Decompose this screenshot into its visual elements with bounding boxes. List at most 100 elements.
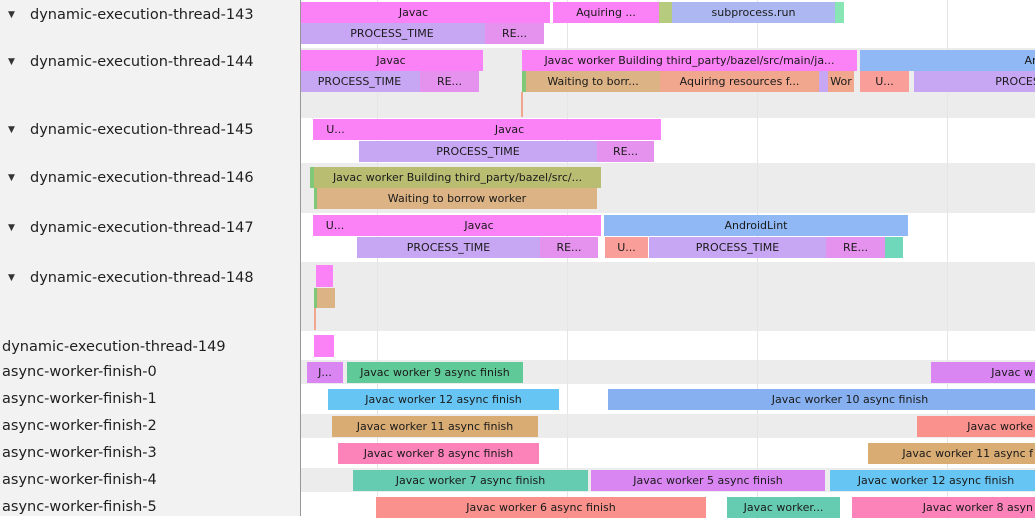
bar-label: Javac w	[991, 366, 1033, 379]
timeline-bar[interactable]: RE...	[597, 141, 654, 162]
track-name-label: async-worker-finish-1	[2, 391, 157, 407]
timeline-bar[interactable]: Javac worker 12 async finish	[328, 389, 559, 410]
track-row[interactable]: async-worker-finish-4	[0, 471, 300, 489]
timeline-bar[interactable]: Javac worker...	[727, 497, 840, 518]
collapse-triangle-icon[interactable]: ▼	[8, 9, 15, 20]
timeline-bar[interactable]	[317, 288, 335, 308]
sidebar-divider[interactable]	[300, 0, 301, 516]
timeline-bar[interactable]: Javac	[357, 215, 601, 236]
timeline-bar[interactable]: U...	[313, 119, 358, 140]
track-row[interactable]: ▼ dynamic-execution-thread-148	[0, 269, 300, 287]
track-row[interactable]: ▼ dynamic-execution-thread-143	[0, 6, 300, 24]
timeline-bar[interactable]: U...	[313, 215, 357, 236]
timeline-bar[interactable]: Javac worker 12 async finish	[830, 470, 1035, 491]
timeline-bar[interactable]: Javac	[358, 119, 661, 140]
track-row[interactable]: ▼ dynamic-execution-thread-147	[0, 219, 300, 237]
timeline-bar[interactable]: Waiting to borr...	[526, 71, 660, 92]
timeline-bar[interactable]: RE...	[540, 237, 598, 258]
bar-label: Javac worke	[967, 420, 1033, 433]
timeline-bar[interactable]: PROCESS_TIME	[359, 141, 597, 162]
timeline-bar[interactable]: Javac worker 8 asyn	[852, 497, 1035, 518]
timeline-bar[interactable]	[314, 335, 334, 357]
track-name-label: dynamic-execution-thread-144	[30, 54, 254, 70]
time-gridline	[947, 0, 948, 519]
track-name-label: async-worker-finish-2	[2, 418, 157, 434]
timeline-bar[interactable]: Javac worker 11 async finish	[332, 416, 538, 437]
timeline-bar[interactable]	[314, 288, 317, 308]
timeline-bar[interactable]	[522, 71, 526, 92]
timeline-bar[interactable]: Aquiring resources f...	[660, 71, 819, 92]
timeline-panel[interactable]: Javac Aquiring ... subprocess.run PROCESS_T…	[301, 0, 1035, 526]
track-name-label: dynamic-execution-thread-149	[2, 339, 226, 355]
timeline-bar[interactable]	[819, 71, 828, 92]
track-name-label: dynamic-execution-thread-147	[30, 220, 254, 236]
timeline-bar[interactable]: RE...	[485, 23, 544, 44]
timeline-bar[interactable]: Javac worker 10 async finish	[608, 389, 1035, 410]
track-row[interactable]: async-worker-finish-0	[0, 363, 300, 381]
timeline-bar[interactable]: U...	[605, 237, 648, 258]
timeline-bar[interactable]	[314, 188, 317, 209]
timeline-bar[interactable]: subprocess.run	[672, 2, 835, 23]
timeline-bar[interactable]: U...	[860, 71, 909, 92]
track-row[interactable]: async-worker-finish-5	[0, 498, 300, 516]
time-gridline	[757, 0, 758, 519]
timeline-bar[interactable]: RE...	[826, 237, 885, 258]
timeline-bar[interactable]	[310, 167, 314, 188]
time-gridline	[377, 0, 378, 519]
collapse-triangle-icon[interactable]: ▼	[8, 172, 15, 183]
timeline-bar[interactable]: Javac worker 5 async finish	[591, 470, 825, 491]
timeline-bar[interactable]: PROCESS_TIME	[357, 237, 540, 258]
track-row[interactable]: async-worker-finish-1	[0, 390, 300, 408]
timeline-bar[interactable]	[521, 92, 523, 117]
collapse-triangle-icon[interactable]: ▼	[8, 56, 15, 67]
bar-label: Javac worker 11 async f	[902, 447, 1033, 460]
track-name-label: async-worker-finish-5	[2, 499, 157, 515]
timeline-bar[interactable]: PROCESS_TIME	[301, 71, 420, 92]
track-name-label: dynamic-execution-thread-145	[30, 122, 254, 138]
timeline-bar[interactable]	[885, 237, 903, 258]
timeline-bar[interactable]	[835, 2, 844, 23]
timeline-bar[interactable]: Javac w	[931, 362, 1035, 383]
timeline-bar[interactable]: AndroidLint	[860, 50, 1035, 71]
track-name-label: async-worker-finish-3	[2, 445, 157, 461]
timeline-bar[interactable]: Javac	[301, 2, 550, 23]
track-background-band	[301, 262, 1035, 331]
track-row[interactable]: ▼ dynamic-execution-thread-144	[0, 53, 300, 71]
timeline-bar[interactable]: Javac	[301, 50, 483, 71]
time-gridline	[567, 0, 568, 519]
timeline-bar[interactable]: Javac worker 6 async finish	[376, 497, 706, 518]
timeline-bar[interactable]: Javac worker Building third_party/bazel/…	[522, 50, 857, 71]
timeline-bar[interactable]	[659, 2, 672, 23]
timeline-bar[interactable]	[316, 265, 333, 287]
track-row[interactable]: ▼ dynamic-execution-thread-145	[0, 121, 300, 139]
timeline-bar[interactable]: Javac worker 11 async f	[868, 443, 1035, 464]
timeline-bar[interactable]: Waiting to borrow worker	[317, 188, 597, 209]
timeline-bar[interactable]: Javac worker 7 async finish	[353, 470, 588, 491]
timeline-bar[interactable]	[314, 308, 316, 330]
track-name-label: async-worker-finish-4	[2, 472, 157, 488]
track-row[interactable]: ▼ dynamic-execution-thread-146	[0, 169, 300, 187]
timeline-bar[interactable]: Aquiring ...	[553, 2, 659, 23]
collapse-triangle-icon[interactable]: ▼	[8, 272, 15, 283]
track-row[interactable]: async-worker-finish-3	[0, 444, 300, 462]
timeline-bar[interactable]: RE...	[420, 71, 479, 92]
track-name-label: dynamic-execution-thread-143	[30, 7, 254, 23]
collapse-triangle-icon[interactable]: ▼	[8, 222, 15, 233]
timeline-bar[interactable]: Javac worker Building third_party/bazel/…	[314, 167, 601, 188]
collapse-triangle-icon[interactable]: ▼	[8, 124, 15, 135]
track-name-sidebar: ▼ dynamic-execution-thread-143 ▼ dynamic-ex…	[0, 0, 300, 516]
timeline-bar[interactable]: Javac worker 9 async finish	[347, 362, 523, 383]
timeline-bar[interactable]: J...	[307, 362, 343, 383]
track-row[interactable]: dynamic-execution-thread-149	[0, 338, 300, 356]
timeline-bar[interactable]: PROCESS_TIME	[649, 237, 826, 258]
timeline-bar[interactable]: Wor	[828, 71, 854, 92]
timeline-bar[interactable]: Javac worke	[917, 416, 1035, 437]
track-name-label: dynamic-execution-thread-146	[30, 170, 254, 186]
track-row[interactable]: async-worker-finish-2	[0, 417, 300, 435]
timeline-bar[interactable]: PROCESS_TIME	[301, 23, 485, 44]
timeline-bar[interactable]: PROCESS_TIME	[914, 71, 1035, 92]
timeline-bar[interactable]: AndroidLint	[604, 215, 908, 236]
timeline-bar[interactable]: Javac worker 8 async finish	[338, 443, 539, 464]
bar-label: Javac worker 8 asyn	[922, 501, 1033, 514]
